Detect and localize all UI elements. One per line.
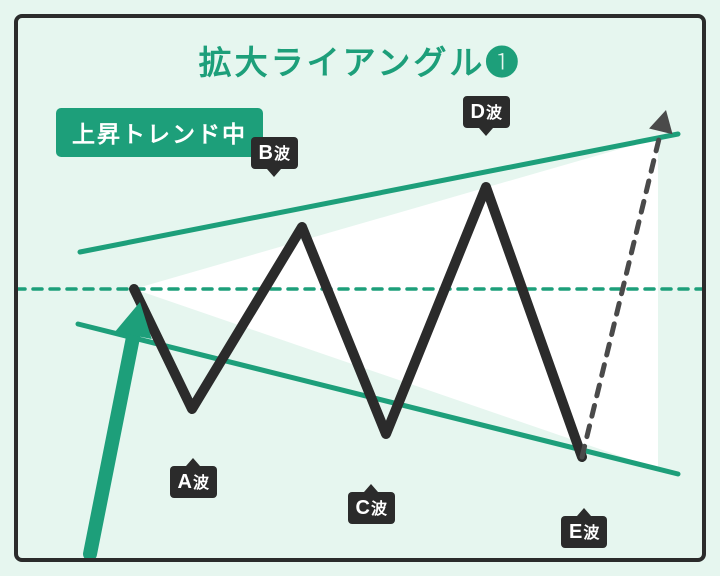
wave-label-B: B波 — [251, 137, 298, 169]
wave-label-A: A波 — [170, 466, 217, 498]
diagram-canvas: 拡大ライアングル❶ 上昇トレンド中 A波 B波 C波 D波 E波 — [0, 0, 720, 576]
diagram-frame: 拡大ライアングル❶ 上昇トレンド中 A波 B波 C波 D波 E波 — [14, 14, 706, 562]
diagram-title: 拡大ライアングル❶ — [14, 36, 706, 84]
wave-label-D: D波 — [463, 96, 510, 128]
wave-label-E: E波 — [561, 516, 607, 548]
wave-label-C: C波 — [348, 492, 395, 524]
trend-badge: 上昇トレンド中 — [56, 108, 263, 157]
chart-svg — [14, 14, 706, 562]
